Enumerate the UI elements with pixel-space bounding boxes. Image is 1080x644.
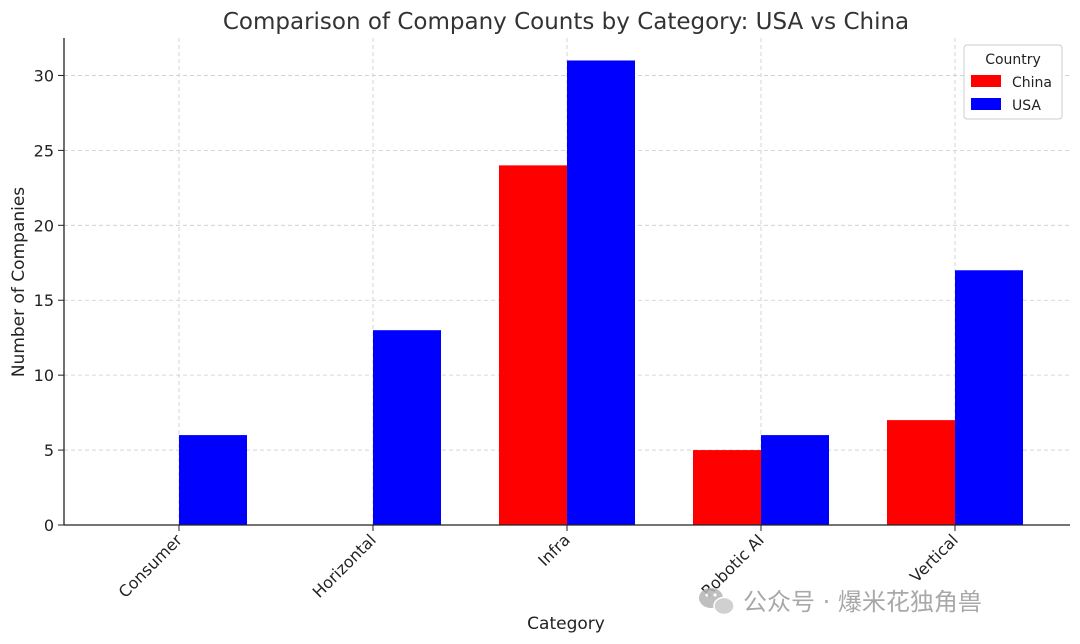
bars bbox=[179, 60, 1023, 525]
legend-title: Country bbox=[985, 52, 1041, 68]
legend-swatch-usa bbox=[971, 98, 1001, 110]
y-tick-label: 5 bbox=[44, 441, 54, 460]
y-axis-label: Number of Companies bbox=[9, 187, 29, 377]
bar-china-infra bbox=[499, 165, 567, 525]
y-ticks: 0 5 10 15 20 25 30 bbox=[34, 66, 64, 535]
y-tick-label: 15 bbox=[34, 291, 54, 310]
y-tick-label: 20 bbox=[34, 216, 54, 235]
y-tick-label: 25 bbox=[34, 141, 54, 160]
x-tick-label: Infra bbox=[534, 530, 574, 570]
bar-china-vertical bbox=[887, 420, 955, 525]
x-tick-label: Horizontal bbox=[309, 530, 380, 601]
y-tick-label: 30 bbox=[34, 66, 54, 85]
x-tick-label: Consumer bbox=[115, 530, 186, 601]
bar-usa-consumer bbox=[179, 435, 247, 525]
watermark-text: 公众号 · 爆米花独角兽 bbox=[743, 588, 982, 616]
legend: Country China USA bbox=[963, 44, 1063, 120]
watermark: 公众号 · 爆米花独角兽 bbox=[699, 588, 982, 616]
bar-china-robotic-ai bbox=[693, 450, 761, 525]
y-tick-label: 10 bbox=[34, 366, 54, 385]
y-tick-label: 0 bbox=[44, 516, 54, 535]
x-axis-label: Category bbox=[527, 614, 605, 634]
x-tick-label: Vertical bbox=[906, 530, 962, 586]
legend-label-usa: USA bbox=[1012, 98, 1041, 114]
bar-usa-vertical bbox=[955, 270, 1023, 525]
bar-usa-robotic-ai bbox=[761, 435, 829, 525]
legend-swatch-china bbox=[971, 75, 1001, 87]
wechat-icon bbox=[699, 588, 735, 616]
chart-title: Comparison of Company Counts by Category… bbox=[223, 9, 909, 35]
bar-usa-infra bbox=[567, 60, 635, 525]
bar-usa-horizontal bbox=[373, 330, 441, 525]
legend-label-china: China bbox=[1012, 75, 1052, 91]
